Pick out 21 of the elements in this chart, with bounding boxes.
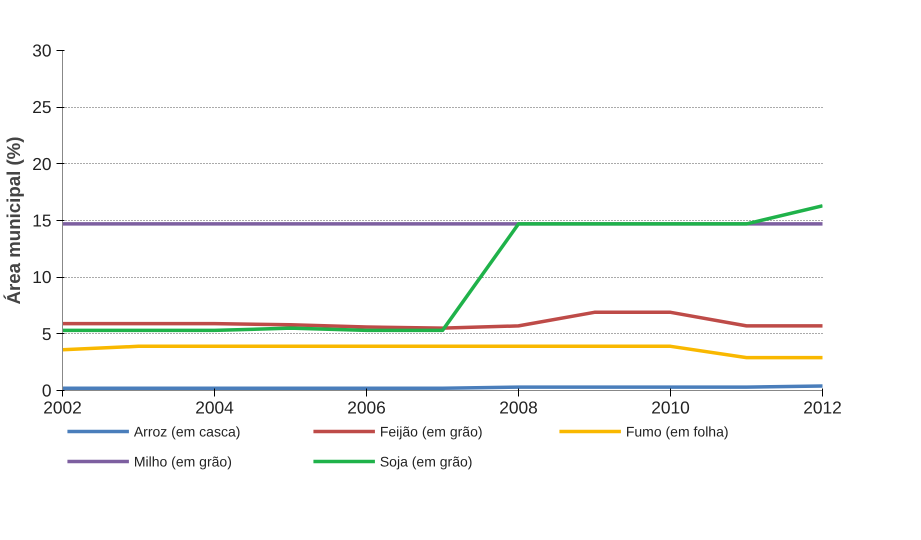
y-axis-title: Área municipal (%) [3,136,24,304]
y-tick-label: 20 [32,154,52,174]
y-tick-label: 15 [32,210,52,230]
y-tick-label: 10 [32,267,52,288]
y-tick-label: 5 [42,324,52,344]
legend-label: Arroz (em casca) [134,424,240,440]
x-tick-label: 2012 [803,398,842,418]
x-tick-label: 2008 [499,398,538,418]
legend-label: Milho (em grão) [134,454,232,470]
y-tick-label: 0 [42,380,52,400]
legend-label: Fumo (em folha) [626,424,729,440]
line-series [62,310,822,330]
legend-label: Soja (em grão) [380,454,472,470]
y-tick-label: 30 [32,40,52,60]
y-tick-label: 25 [32,97,52,118]
x-tick-label: 2010 [651,398,690,418]
x-tick-label: 2006 [347,398,386,418]
x-tick-label: 2004 [195,398,234,418]
legend-label: Feijão (em grão) [380,424,483,440]
x-tick-label: 2002 [43,398,82,418]
line-series [62,204,822,332]
